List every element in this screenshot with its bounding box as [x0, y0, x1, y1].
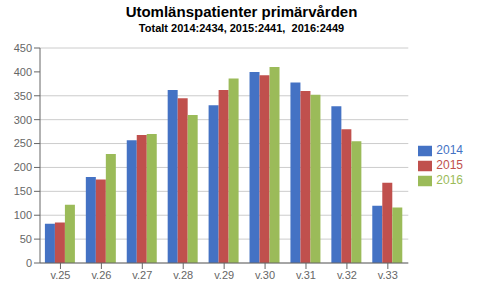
- svg-text:150: 150: [14, 185, 32, 197]
- html-text:2015: 2015: [436, 158, 463, 173]
- svg-text:200: 200: [14, 161, 32, 173]
- html-text:2014: 2014: [436, 143, 463, 158]
- svg-text:v.32: v.32: [337, 269, 357, 281]
- svg-text:350: 350: [14, 90, 32, 102]
- html-text:2016: 2016: [436, 172, 463, 187]
- svg-text:v.31: v.31: [296, 269, 316, 281]
- svg-text:250: 250: [14, 137, 32, 149]
- svg-text:50: 50: [20, 233, 32, 245]
- svg-text:0: 0: [26, 257, 32, 269]
- svg-text:300: 300: [14, 114, 32, 126]
- svg-text:v.28: v.28: [173, 269, 193, 281]
- svg-text:400: 400: [14, 66, 32, 78]
- svg-text:v.33: v.33: [378, 269, 398, 281]
- svg-text:v.29: v.29: [214, 269, 234, 281]
- svg-text:100: 100: [14, 209, 32, 221]
- html-text:Totalt 2014:2434, 2015:2441, 2: Totalt 2014:2434, 2015:2441, 2016:2449: [138, 22, 345, 34]
- svg-text:v.27: v.27: [132, 269, 152, 281]
- html-text:Utomlänspatienter primärvården: Utomlänspatienter primärvården: [125, 3, 358, 20]
- svg-text:v.25: v.25: [50, 269, 70, 281]
- svg-text:v.26: v.26: [91, 269, 111, 281]
- svg-text:v.30: v.30: [255, 269, 275, 281]
- svg-text:450: 450: [14, 42, 32, 54]
